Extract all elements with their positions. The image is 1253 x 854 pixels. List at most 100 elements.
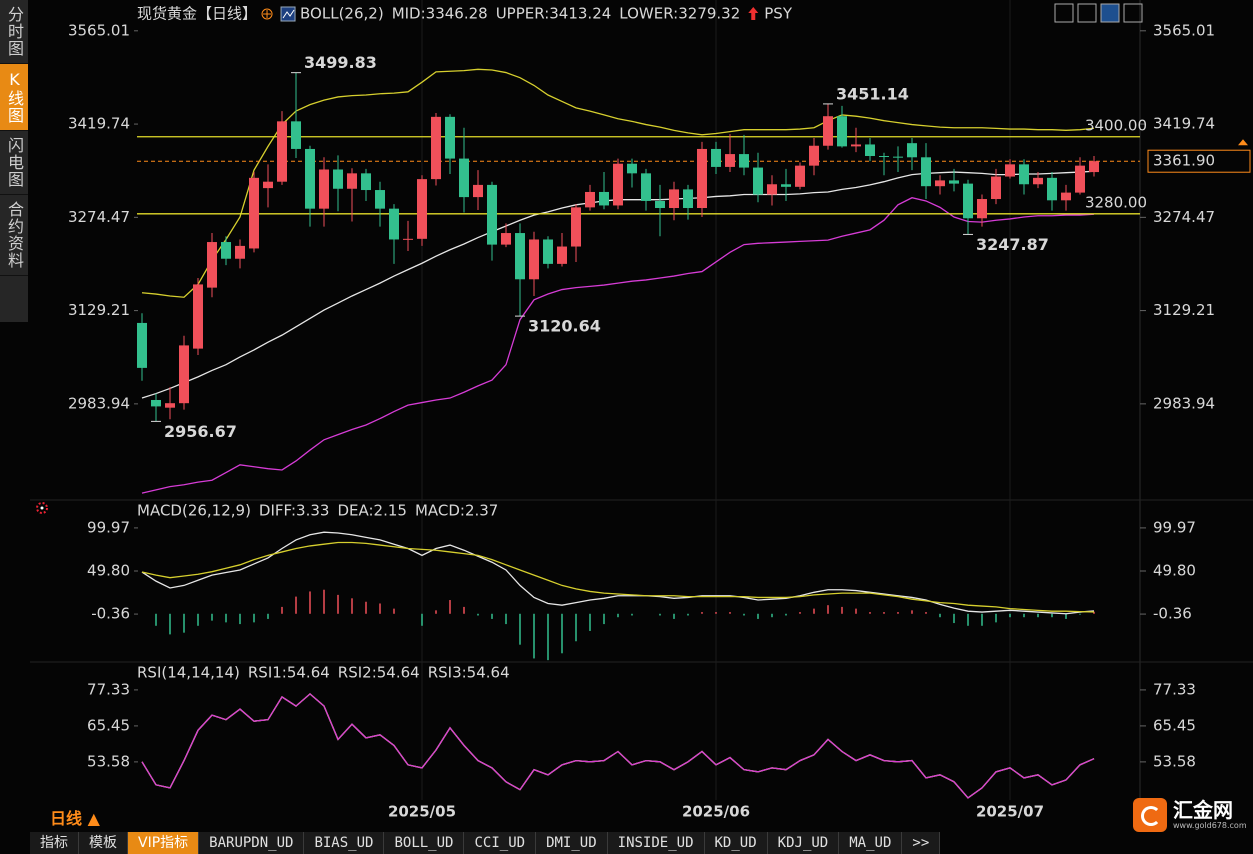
sidebar-tab[interactable]: 分时图: [0, 0, 28, 64]
toolbar-tab[interactable]: >>: [902, 832, 941, 854]
candle-body: [627, 163, 637, 174]
toolbar-tab[interactable]: VIP指标: [128, 832, 200, 854]
legend-entry: UPPER:3413.24: [496, 5, 612, 23]
toolbar-tab[interactable]: KDJ_UD: [768, 832, 840, 854]
sidebar: 分时图 K线图 闪电图 合约资料: [0, 0, 28, 322]
candle-body: [235, 245, 245, 259]
low-value-label: 2956.67: [164, 422, 237, 441]
y-tick-label-right: 3419.74: [1153, 115, 1215, 133]
candle-body: [417, 179, 427, 239]
toolbar-tab[interactable]: CCI_UD: [464, 832, 537, 854]
y-tick-label-right: 3274.47: [1153, 208, 1215, 226]
toolbar-tab[interactable]: MA_UD: [839, 832, 903, 854]
chart-title: 现货黄金: [137, 5, 197, 23]
toolbar-tab[interactable]: BARUPDN_UD: [199, 832, 305, 854]
legend-entry: RSI2:54.64: [338, 664, 420, 682]
y-tick-label: 49.80: [87, 562, 130, 580]
toolbar-tab[interactable]: KD_UD: [705, 832, 768, 854]
candle-body: [403, 238, 413, 240]
toolbar-tab[interactable]: 指标: [30, 832, 79, 854]
candle-body: [305, 148, 315, 209]
y-tick-label: 77.33: [87, 680, 130, 698]
sidebar-tab[interactable]: 合约资料: [0, 195, 28, 276]
high-value-label: 3451.14: [836, 84, 909, 103]
indicator-line: [141, 68, 1095, 298]
candle-body: [655, 200, 665, 209]
candle-body: [879, 156, 889, 158]
candle-body: [949, 180, 959, 184]
candle-body: [1005, 164, 1015, 177]
legend-entry: MACD:2.37: [415, 502, 498, 520]
candle-body: [641, 173, 651, 201]
candle-body: [193, 284, 203, 349]
candle-body: [249, 177, 259, 249]
window-button[interactable]: [1054, 3, 1074, 23]
candle-body: [151, 399, 161, 407]
y-tick-label-right: 99.97: [1153, 518, 1196, 536]
candle-body: [487, 184, 497, 245]
legend-entry: LOWER:3279.32: [619, 5, 740, 23]
toolbar-tab[interactable]: 模板: [79, 832, 128, 854]
y-tick-label: 65.45: [87, 716, 130, 734]
candle-body: [907, 143, 917, 158]
candle-body: [823, 116, 833, 146]
toolbar-tab[interactable]: DMI_UD: [536, 832, 608, 854]
candle-body: [599, 191, 609, 206]
settings-icon[interactable]: [36, 502, 48, 514]
window-button[interactable]: [1077, 3, 1097, 23]
candle-body: [207, 242, 217, 288]
candle-body: [557, 246, 567, 264]
candle-body: [865, 144, 875, 157]
candle-body: [501, 233, 511, 245]
low-value-label: 3120.64: [528, 317, 601, 336]
x-tick-label: 2025/05: [388, 803, 456, 821]
candle-body: [263, 181, 273, 189]
candle-body: [837, 116, 847, 147]
add-icon: [261, 8, 273, 20]
indicator-icon-line: [282, 9, 295, 19]
candle-body: [963, 183, 973, 219]
candle-body: [991, 176, 1001, 200]
candle-body: [935, 180, 945, 187]
legend-entry: MID:3346.28: [392, 5, 488, 23]
candle-body: [809, 145, 819, 166]
toolbar-tab[interactable]: BOLL_UD: [384, 832, 465, 854]
sidebar-tab[interactable]: 闪电图: [0, 131, 28, 195]
toolbar-tab[interactable]: INSIDE_UD: [608, 832, 705, 854]
logo-icon: [1133, 798, 1167, 832]
window-button[interactable]: [1123, 3, 1143, 23]
indicator-name: BOLL(26,2): [300, 5, 384, 23]
candle-body: [137, 322, 147, 368]
toolbar-tab[interactable]: BIAS_UD: [304, 832, 385, 854]
candle-body: [739, 154, 749, 168]
extra-indicator: PSY: [764, 5, 793, 23]
candle-body: [277, 121, 287, 182]
logo-url: www.gold678.com: [1173, 821, 1247, 830]
low-value-label: 3247.87: [976, 235, 1049, 254]
candle-body: [921, 157, 931, 187]
legend-entry: RSI1:54.64: [248, 664, 330, 682]
candle-body: [319, 169, 329, 209]
y-tick-label-right: 3565.01: [1153, 21, 1215, 39]
y-tick-label: 3129.21: [68, 301, 130, 319]
candle-body: [515, 233, 525, 280]
logo-text: 汇金网 www.gold678.com: [1173, 799, 1247, 831]
level-label: 3400.00: [1085, 116, 1147, 134]
period-button[interactable]: 日线 ▲: [50, 809, 100, 828]
candle-body: [361, 173, 371, 191]
toolbar-tabs: 指标 模板 VIP指标 BARUPDN_UD BIAS_UD BOLL_UD CCI_UD D…: [30, 832, 941, 854]
chart-title: RSI(14,14,14): [137, 664, 240, 682]
candle-body: [375, 190, 385, 209]
y-tick-label-right: 77.33: [1153, 680, 1196, 698]
last-price-label: 3361.90: [1153, 152, 1215, 170]
y-tick-label-right: 65.45: [1153, 716, 1196, 734]
window-button[interactable]: [1100, 3, 1120, 23]
sidebar-tab[interactable]: K线图: [0, 64, 28, 131]
chart-title: MACD(26,12,9): [137, 502, 251, 520]
x-tick-label: 2025/07: [976, 803, 1044, 821]
indicator-line: [141, 541, 1095, 613]
up-arrow-icon: [748, 7, 759, 20]
high-value-label: 3499.83: [304, 53, 377, 72]
candle-body: [1047, 177, 1057, 201]
